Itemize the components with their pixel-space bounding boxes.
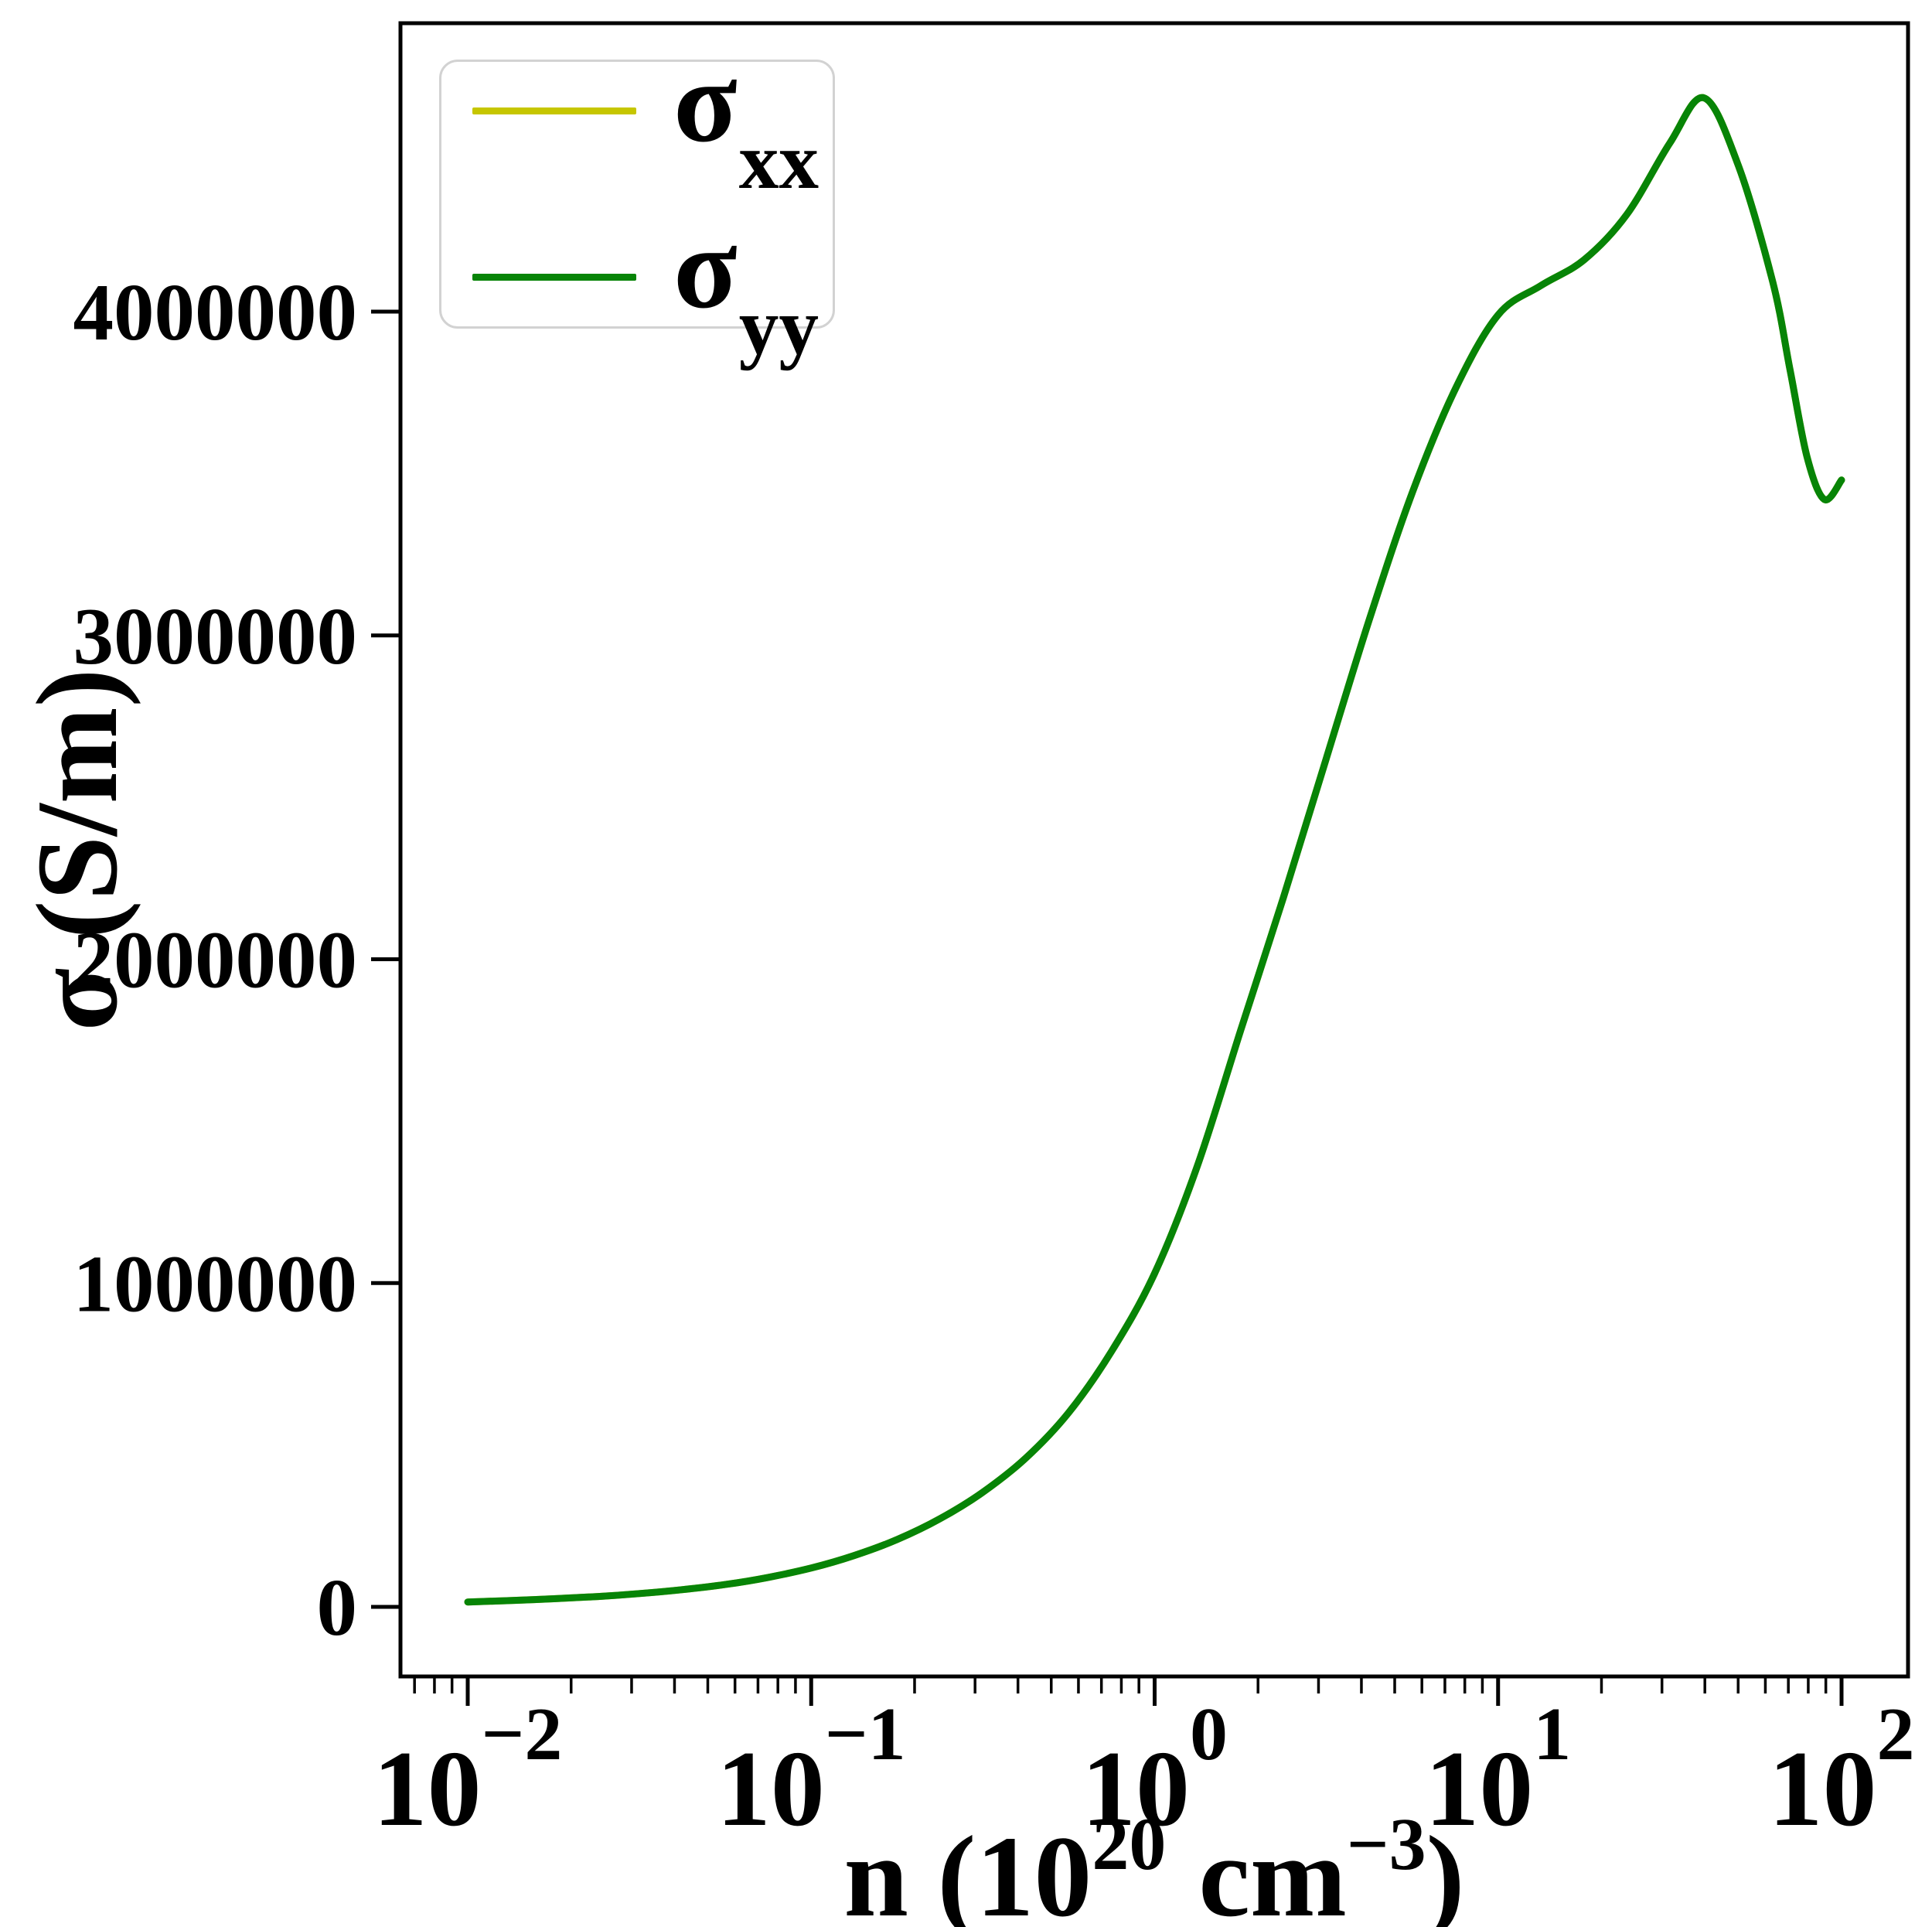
- legend-line-sample-sigma-xx: [472, 107, 636, 115]
- legend-item-sigma-yy: σyy: [472, 209, 833, 367]
- x-tick-label: 102: [1769, 1693, 1915, 1849]
- legend-line-sample-sigma-yy: [472, 273, 636, 281]
- legend-label-sigma-xx-sub: xx: [738, 117, 819, 206]
- y-tick-label: 1000000: [73, 1238, 358, 1328]
- x-axis-label-unit: cm: [1198, 1813, 1347, 1927]
- legend-label-sigma-xx-main: σ: [673, 36, 738, 167]
- x-tick-label: 100: [1082, 1693, 1228, 1849]
- x-axis-label-exponent: 20: [1092, 1803, 1167, 1886]
- legend-label-sigma-xx: σxx: [673, 43, 819, 201]
- x-tick-label: 101: [1425, 1693, 1571, 1849]
- legend: σxx σyy: [439, 43, 835, 367]
- y-tick-label: 4000000: [73, 267, 358, 357]
- legend-item-sigma-xx: σxx: [472, 43, 833, 201]
- x-axis-label-unit-exponent: −3: [1346, 1803, 1426, 1886]
- x-tick-label: 10−2: [373, 1693, 563, 1849]
- plot-frame: [398, 21, 1910, 1679]
- legend-label-sigma-yy-sub: yy: [738, 283, 819, 372]
- legend-label-sigma-yy-main: σ: [673, 203, 738, 333]
- legend-label-sigma-yy: σyy: [673, 209, 819, 367]
- y-axis-label: σ (S/m): [13, 668, 141, 1032]
- x-axis-label-pre: n (10: [843, 1813, 1092, 1927]
- series-line-sigma-yy: [464, 94, 1845, 1606]
- x-axis-label: n (1020 cm−3): [843, 1807, 1464, 1927]
- y-tick-label: 3000000: [73, 591, 358, 681]
- x-tick-label: 10−1: [717, 1693, 906, 1849]
- x-axis-label-post: ): [1426, 1813, 1465, 1927]
- y-tick-label: 2000000: [73, 915, 358, 1005]
- y-tick-label: 0: [317, 1562, 358, 1652]
